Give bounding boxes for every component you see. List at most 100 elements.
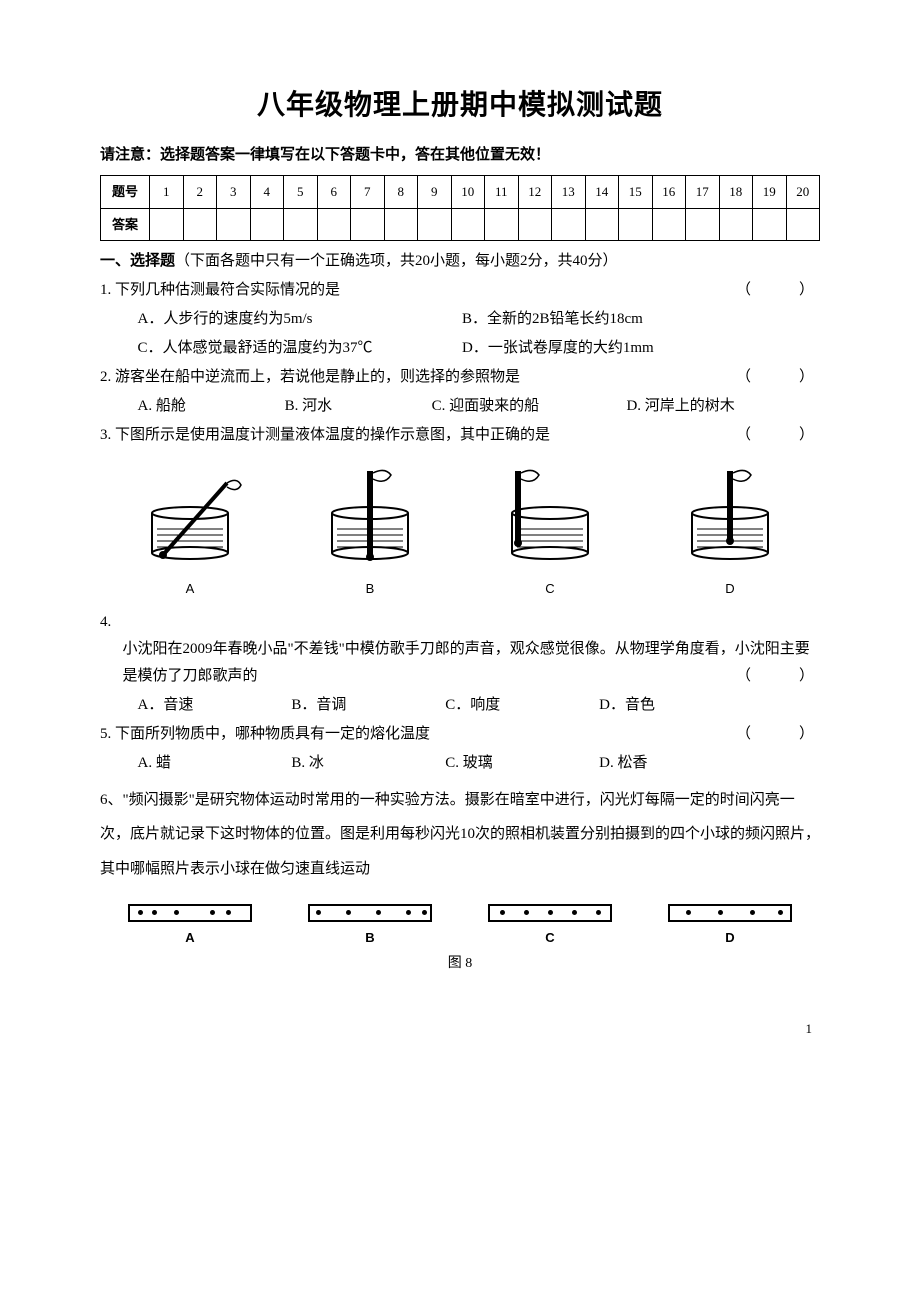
q5-opt-d: D. 松香 <box>599 750 647 777</box>
q2-opt-a: A. 船舱 <box>138 393 281 420</box>
q1-opt-d: D．一张试卷厚度的大约1mm <box>462 335 654 362</box>
grid-ans-cell[interactable] <box>786 208 820 240</box>
q3-label-b: B <box>315 577 425 600</box>
grid-ans-cell[interactable] <box>150 208 184 240</box>
grid-ans-cell[interactable] <box>719 208 753 240</box>
grid-num: 10 <box>451 176 485 208</box>
question-1: 1. 下列几种估测最符合实际情况的是 （ ） <box>100 277 820 304</box>
grid-num: 7 <box>351 176 385 208</box>
q3-stem: 3. 下图所示是使用温度计测量液体温度的操作示意图，其中正确的是 <box>100 427 550 443</box>
q4-paren: （ ） <box>736 663 820 690</box>
q3-diagram-b: B <box>315 465 425 600</box>
grid-num: 11 <box>485 176 519 208</box>
question-5: 5. 下面所列物质中，哪种物质具有一定的熔化温度 （ ） <box>100 721 820 748</box>
beaker-c-icon <box>495 465 605 565</box>
grid-num: 4 <box>250 176 284 208</box>
q3-label-c: C <box>495 577 605 600</box>
q3-label-a: A <box>135 577 245 600</box>
question-2: 2. 游客坐在船中逆流而上，若说他是静止的，则选择的参照物是 （ ） <box>100 364 820 391</box>
grid-num: 14 <box>585 176 619 208</box>
grid-ans-cell[interactable] <box>250 208 284 240</box>
grid-ans-cell[interactable] <box>686 208 720 240</box>
grid-ans-cell[interactable] <box>317 208 351 240</box>
grid-ans-cell[interactable] <box>619 208 653 240</box>
q6-label-c: C <box>488 926 612 949</box>
grid-ans-cell[interactable] <box>518 208 552 240</box>
q2-stem: 2. 游客坐在船中逆流而上，若说他是静止的，则选择的参照物是 <box>100 369 520 385</box>
grid-row-nums: 题号 1 2 3 4 5 6 7 8 9 10 11 12 13 14 15 1… <box>101 176 820 208</box>
grid-num: 13 <box>552 176 586 208</box>
grid-ans-cell[interactable] <box>418 208 452 240</box>
grid-num: 8 <box>384 176 418 208</box>
q1-opt-b: B．全新的2B铅笔长约18cm <box>462 306 643 333</box>
q5-paren: （ ） <box>736 721 820 748</box>
section-1-heading: 一、选择题（下面各题中只有一个正确选项，共20小题，每小题2分，共40分） <box>100 247 820 275</box>
q2-opt-c: C. 迎面驶来的船 <box>432 393 623 420</box>
q2-opt-d: D. 河岸上的树木 <box>626 393 734 420</box>
q3-diagram-a: A <box>135 465 245 600</box>
q6-diagram-c: C <box>488 904 612 949</box>
flash-box-c <box>488 904 612 922</box>
question-4: 小沈阳在2009年春晚小品"不差钱"中模仿歌手刀郎的声音，观众感觉很像。从物理学… <box>100 636 820 690</box>
grid-num: 5 <box>284 176 318 208</box>
flash-box-d <box>668 904 792 922</box>
q6-diagrams: A B C D <box>100 904 820 949</box>
grid-ans-cell[interactable] <box>585 208 619 240</box>
beaker-b-icon <box>315 465 425 565</box>
q3-paren: （ ） <box>736 422 820 449</box>
q4-stem: 小沈阳在2009年春晚小品"不差钱"中模仿歌手刀郎的声音，观众感觉很像。从物理学… <box>123 641 810 684</box>
q6-diagram-a: A <box>128 904 252 949</box>
grid-ans-cell[interactable] <box>351 208 385 240</box>
q4-opt-c: C．响度 <box>445 692 595 719</box>
grid-ans-cell[interactable] <box>183 208 217 240</box>
q6-diagram-b: B <box>308 904 432 949</box>
grid-num: 15 <box>619 176 653 208</box>
q1-paren: （ ） <box>736 277 820 304</box>
grid-ans-cell[interactable] <box>485 208 519 240</box>
page-title: 八年级物理上册期中模拟测试题 <box>100 80 820 130</box>
question-3: 3. 下图所示是使用温度计测量液体温度的操作示意图，其中正确的是 （ ） <box>100 422 820 449</box>
q6-label-b: B <box>308 926 432 949</box>
q4-opt-a: A．音速 <box>138 692 288 719</box>
flash-box-a <box>128 904 252 922</box>
grid-num: 9 <box>418 176 452 208</box>
q1-opts-row2: C．人体感觉最舒适的温度约为37℃ D．一张试卷厚度的大约1mm <box>100 335 820 362</box>
grid-row-answers: 答案 <box>101 208 820 240</box>
grid-num: 18 <box>719 176 753 208</box>
q3-label-d: D <box>675 577 785 600</box>
q5-opt-a: A. 蜡 <box>138 750 288 777</box>
q5-stem: 5. 下面所列物质中，哪种物质具有一定的熔化温度 <box>100 726 430 742</box>
grid-ans-cell[interactable] <box>384 208 418 240</box>
grid-ans-cell[interactable] <box>217 208 251 240</box>
q2-opts: A. 船舱 B. 河水 C. 迎面驶来的船 D. 河岸上的树木 <box>100 393 820 420</box>
grid-num: 12 <box>518 176 552 208</box>
page-number: 1 <box>100 1017 820 1040</box>
q2-opt-b: B. 河水 <box>285 393 428 420</box>
section-1-rest: （下面各题中只有一个正确选项，共20小题，每小题2分，共40分） <box>175 253 618 269</box>
grid-num: 6 <box>317 176 351 208</box>
grid-num: 17 <box>686 176 720 208</box>
q5-opt-b: B. 冰 <box>291 750 441 777</box>
grid-ans-cell[interactable] <box>552 208 586 240</box>
flash-box-b <box>308 904 432 922</box>
q6-label-a: A <box>128 926 252 949</box>
q4-opt-b: B．音调 <box>291 692 441 719</box>
grid-ans-cell[interactable] <box>451 208 485 240</box>
q3-diagram-c: C <box>495 465 605 600</box>
grid-row2-label: 答案 <box>101 208 150 240</box>
grid-ans-cell[interactable] <box>284 208 318 240</box>
q6-diagram-d: D <box>668 904 792 949</box>
q1-opt-a: A．人步行的速度约为5m/s <box>138 306 459 333</box>
grid-ans-cell[interactable] <box>652 208 686 240</box>
grid-ans-cell[interactable] <box>753 208 787 240</box>
answer-grid: 题号 1 2 3 4 5 6 7 8 9 10 11 12 13 14 15 1… <box>100 175 820 241</box>
q1-opt-c: C．人体感觉最舒适的温度约为37℃ <box>138 335 459 362</box>
q6-label-d: D <box>668 926 792 949</box>
q1-stem: 1. 下列几种估测最符合实际情况的是 <box>100 282 340 298</box>
grid-num: 16 <box>652 176 686 208</box>
grid-num: 19 <box>753 176 787 208</box>
beaker-a-icon <box>135 465 245 565</box>
section-1-bold: 一、选择题 <box>100 252 175 269</box>
q2-paren: （ ） <box>736 364 820 391</box>
q6-caption: 图 8 <box>100 951 820 976</box>
